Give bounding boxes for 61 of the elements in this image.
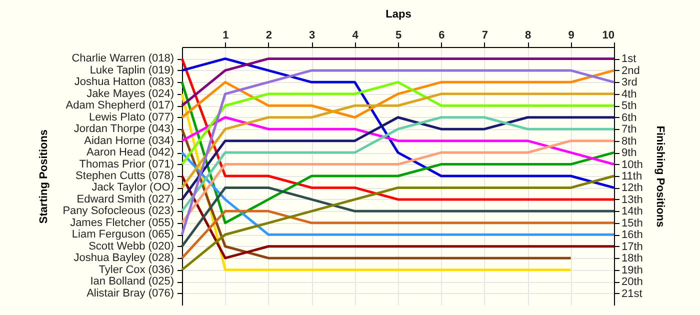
y-tick-label: 10th — [622, 158, 643, 171]
y-tick-label: 13th — [622, 194, 643, 206]
x-tick-label: 6 — [438, 30, 445, 42]
y-tick-label: 9th — [622, 147, 637, 160]
y-tick-label: 1st — [622, 53, 636, 66]
y-tick-label: 7th — [622, 124, 637, 136]
x-tick-label: 3 — [309, 30, 316, 42]
y-tick-label: 18th — [622, 252, 643, 265]
text: Aaron Head (042) — [86, 146, 174, 159]
text: Jordan Thorpe (043) — [74, 123, 174, 136]
line-series — [180, 92, 616, 189]
text: Liam Ferguson (065) — [72, 228, 174, 241]
text: Charlie Warren (018) — [72, 52, 174, 65]
x-tick-label: 1 — [222, 30, 229, 42]
text: Thomas Prior (071) — [79, 158, 174, 170]
text: Luke Taplin (019) — [90, 64, 174, 76]
text: Joshua Bayley (028) — [74, 252, 174, 264]
y-tick-label: 14th — [622, 206, 643, 218]
x-tick-label: 10 — [602, 30, 614, 42]
text: Lewis Plato (077) — [89, 111, 174, 124]
y-tick-label: 3rd — [622, 76, 638, 89]
text: Jack Taylor (OO) — [92, 182, 174, 194]
line-series — [180, 186, 616, 248]
text: Stephen Cutts (078) — [76, 170, 174, 182]
x-tick-label: 2 — [266, 30, 272, 42]
text: Aidan Horne (034) — [84, 134, 174, 147]
text: Joshua Hatton (083) — [74, 76, 174, 88]
x-tick-label: 8 — [525, 30, 532, 42]
y-tick-label: 21st — [622, 288, 642, 300]
y-tick-label: 16th — [622, 229, 643, 242]
text: Alistair Bray (076) — [86, 287, 174, 300]
line-series — [180, 80, 616, 166]
y-tick-label: 17th — [622, 240, 643, 253]
line-series — [180, 69, 616, 119]
text: Scott Webb (020) — [88, 240, 174, 252]
y-tick-label: 5th — [622, 100, 637, 112]
y-tick-label: 15th — [622, 217, 643, 230]
x-tick-label: 4 — [352, 30, 360, 42]
y-tick-label: 19th — [622, 264, 643, 276]
text: Edward Smith (027) — [76, 193, 174, 206]
text: Ian Bolland (025) — [90, 276, 174, 288]
y-axis-title: Finishing Positions — [654, 126, 666, 228]
y-tick-label: 2nd — [622, 64, 640, 77]
x-tick-label: 9 — [568, 30, 574, 42]
y-tick-label: 4th — [622, 88, 637, 100]
text: Tyler Cox (036) — [98, 264, 174, 276]
text: Adam Shepherd (017) — [66, 100, 174, 112]
line-series — [180, 116, 616, 166]
y-tick-label: 6th — [622, 112, 637, 124]
y-tick-label: 20th — [622, 276, 643, 288]
text: James Fletcher (055) — [70, 216, 174, 229]
x-tick-label: 5 — [395, 30, 402, 42]
y-tick-label: 8th — [622, 135, 637, 148]
y-tick-label: 11th — [622, 170, 642, 182]
x-tick-label: 7 — [482, 30, 488, 42]
x-axis-title: Laps — [386, 8, 412, 20]
text: Starting Positions — [38, 129, 50, 224]
text: Pany Sofocleous (023) — [62, 205, 174, 218]
line-series — [180, 140, 616, 224]
text: Jake Mayes (024) — [86, 88, 174, 100]
y-tick-label: 12th — [622, 182, 643, 194]
